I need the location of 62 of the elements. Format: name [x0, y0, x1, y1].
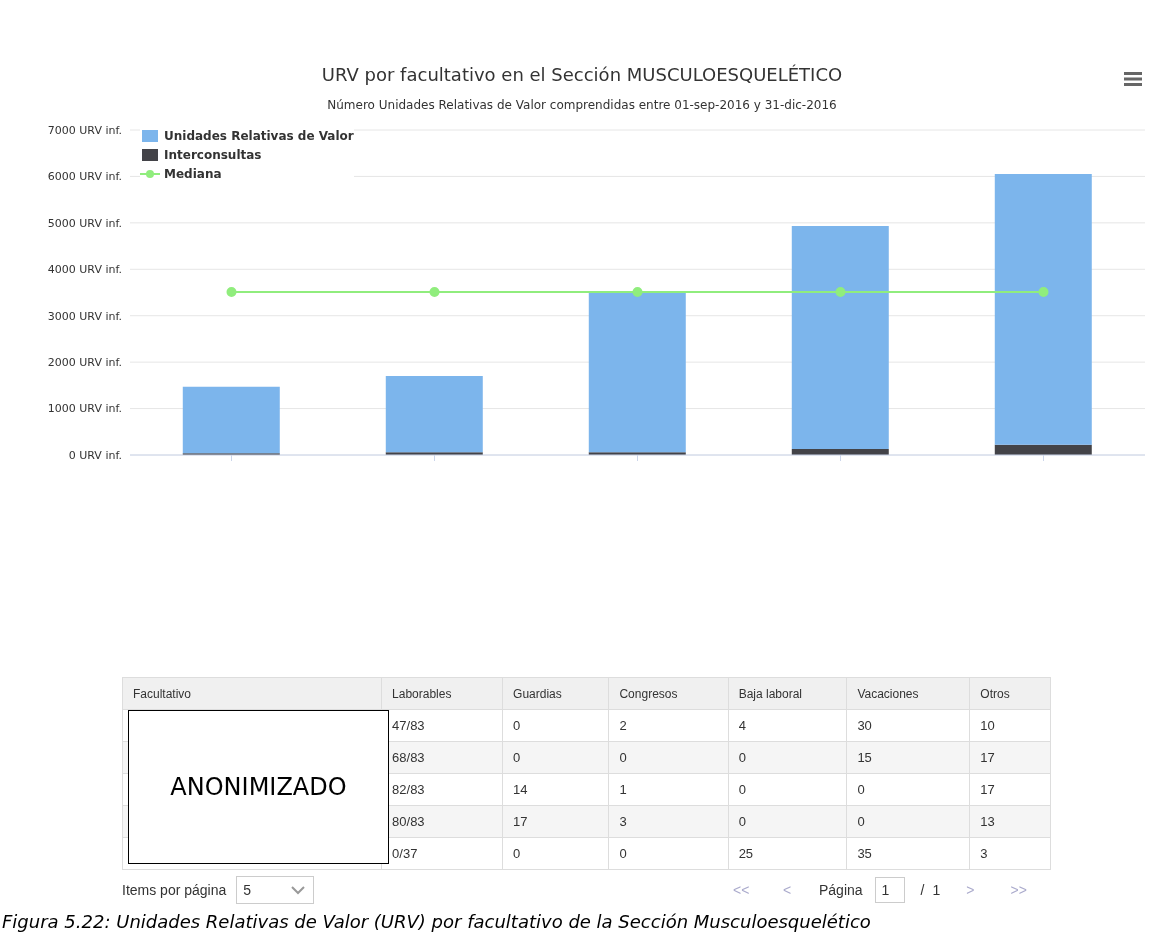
text: 17 — [980, 782, 995, 797]
text: 15 — [857, 750, 872, 765]
legend-label: Unidades Relativas de Valor — [164, 128, 354, 143]
text: 0 — [513, 846, 521, 861]
text: 1 — [932, 882, 941, 898]
text: 3 — [619, 814, 627, 829]
text: 1 — [874, 877, 905, 903]
text: 10 — [980, 718, 995, 733]
text: 14 — [513, 782, 528, 797]
chart-subtitle: Número Unidades Relativas de Valor comprendidas entre 01-sep-2016 y 31-dic-2016 — [326, 98, 838, 112]
y-tick-label: 0 URV inf. — [68, 448, 122, 462]
text: Página — [819, 882, 863, 898]
text: 80/83 — [392, 814, 425, 829]
legend-label: Mediana — [164, 166, 222, 181]
text: Figura 5.22: Unidades Relativas de Valor (URV) por facultativo de la Sección Musculoesquelético — [2, 911, 871, 932]
text: 0 — [619, 750, 627, 765]
text: 82/83 — [392, 782, 425, 797]
text: > — [966, 882, 975, 898]
category-label: Congresos — [608, 677, 729, 710]
text: << — [733, 882, 751, 898]
text: 17 — [980, 750, 995, 765]
text: 17 — [513, 814, 528, 829]
text: 0 — [619, 846, 627, 861]
text: 68/83 — [392, 750, 425, 765]
y-tick-label: 6000 URV inf. — [47, 170, 122, 184]
category-label: Otros — [969, 677, 1051, 710]
text: Items por página — [122, 882, 227, 898]
category-label: Facultativo — [122, 677, 382, 710]
text: 0 — [738, 782, 746, 797]
text: 0 — [513, 718, 521, 733]
text: 1 — [608, 773, 729, 806]
text: 35 — [857, 846, 872, 861]
y-tick-label: 3000 URV inf. — [47, 309, 122, 323]
y-tick-label: 7000 URV inf. — [47, 123, 122, 137]
legend-label: Interconsultas — [164, 147, 262, 162]
category-label: Laborables — [381, 677, 503, 710]
text: 0 — [738, 814, 746, 829]
redaction-box: ANONIMIZADO — [128, 710, 389, 864]
text: 0 — [857, 782, 865, 797]
chart-title: URV por facultativo en el Sección MUSCULOESQUELÉTICO — [320, 64, 844, 85]
text: 13 — [980, 814, 995, 829]
text: 0 — [513, 750, 521, 765]
y-tick-label: 5000 URV inf. — [47, 216, 122, 230]
y-tick-label: 4000 URV inf. — [47, 263, 122, 277]
text: 0 — [857, 814, 865, 829]
text: 25 — [738, 846, 754, 861]
text: 2 — [619, 718, 627, 733]
text: / — [920, 882, 925, 898]
text: < — [783, 882, 793, 898]
category-label: Baja laboral — [728, 677, 847, 710]
text: 0/37 — [392, 846, 418, 861]
y-tick-label: 1000 URV inf. — [47, 402, 122, 416]
y-tick-label: 2000 URV inf. — [47, 356, 122, 370]
category-label: Guardias — [502, 677, 609, 710]
text: 4 — [738, 718, 746, 733]
category-label: Vacaciones — [846, 677, 970, 710]
page-size-select: 5 — [236, 876, 315, 904]
text: 30 — [857, 718, 872, 733]
text: 47/83 — [392, 718, 425, 733]
text: 3 — [980, 846, 988, 861]
text: >> — [1010, 882, 1027, 898]
text: 0 — [738, 750, 746, 765]
